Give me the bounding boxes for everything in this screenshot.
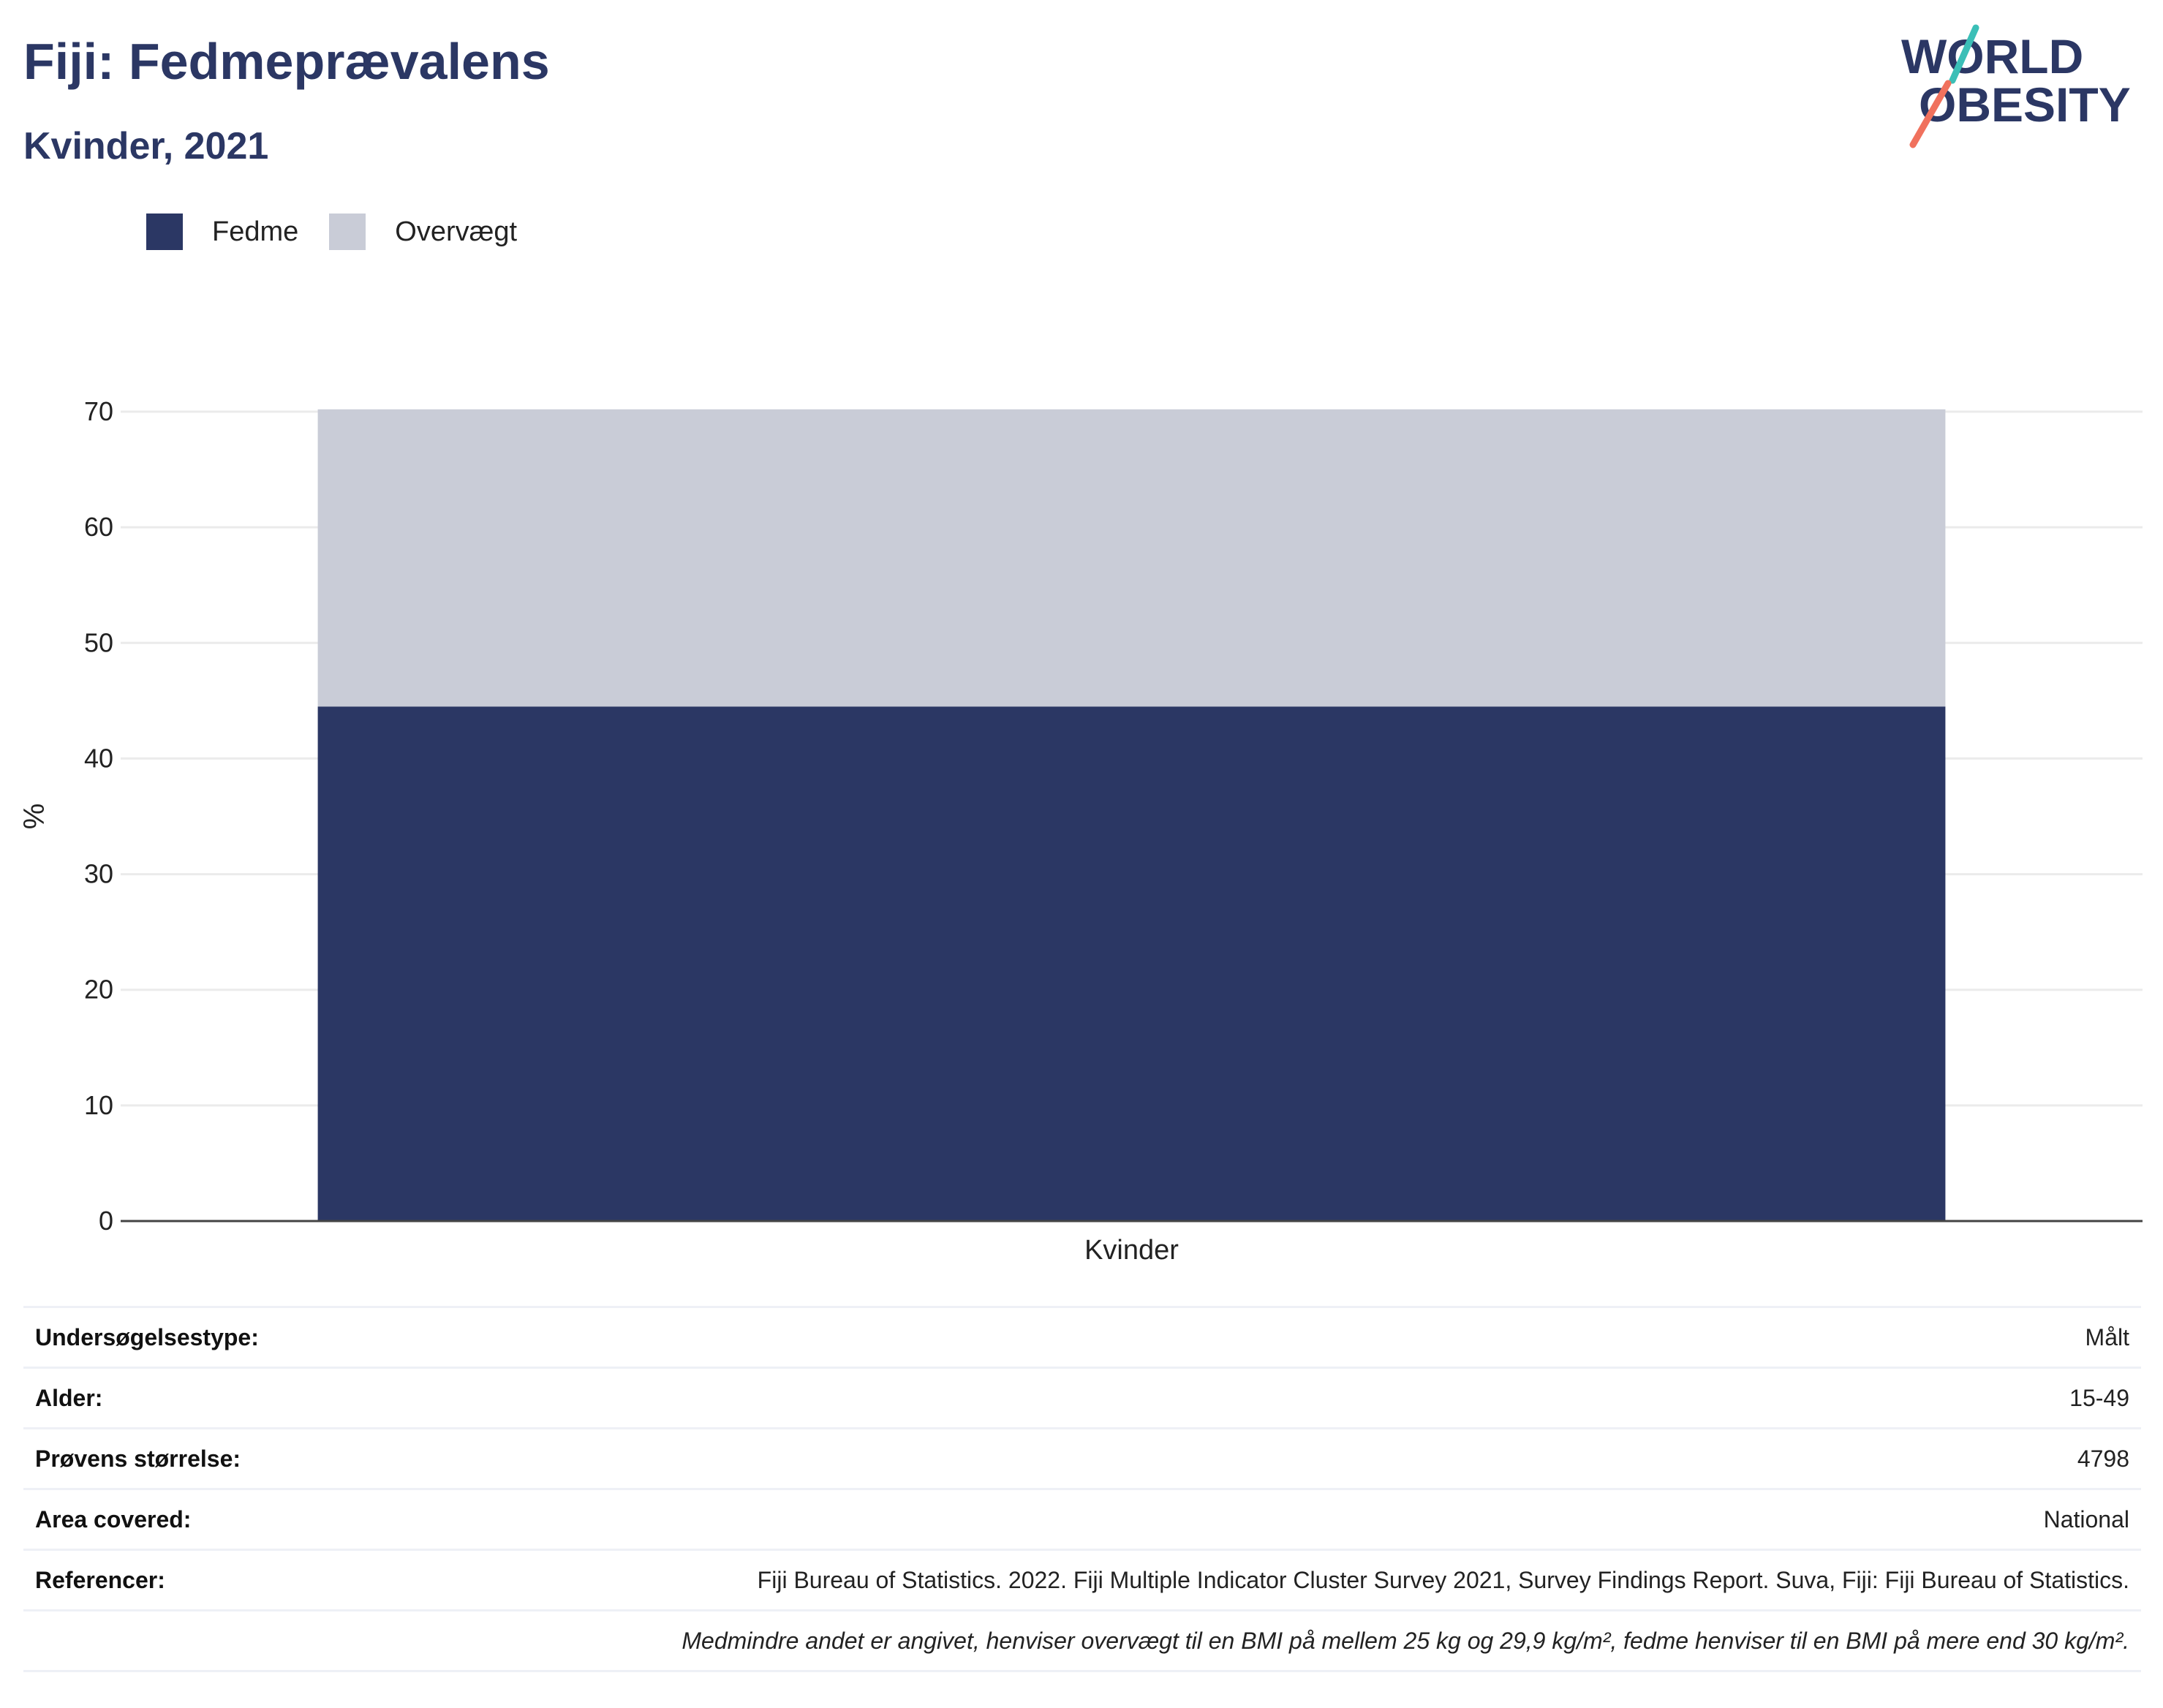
y-axis-label: % <box>18 804 50 830</box>
info-value: National <box>341 1488 2141 1550</box>
bar-chart: 0 10 20 30 40 50 60 70 Kvinder% <box>18 396 2143 1266</box>
chart-subtitle: Kvinder, 2021 <box>23 125 269 167</box>
y-tick-label: 60 <box>84 512 113 542</box>
legend-swatch-overvaegt <box>329 214 366 250</box>
info-row-note: Medmindre andet er angivet, henviser ove… <box>23 1609 2141 1672</box>
info-label: Prøvens størrelse: <box>23 1427 342 1489</box>
info-row-survey-type: Undersøgelsestype: Målt <box>23 1306 2141 1368</box>
legend-item-overvaegt[interactable]: Overvægt <box>329 214 517 250</box>
info-label: Referencer: <box>23 1549 342 1611</box>
bar-fedme <box>317 706 1946 1221</box>
info-label: Alder: <box>23 1367 342 1429</box>
chart-legend: Fedme Overvægt <box>146 214 548 250</box>
y-tick-label: 70 <box>84 396 113 426</box>
info-value: Fiji Bureau of Statistics. 2022. Fiji Mu… <box>341 1549 2141 1611</box>
legend-item-fedme[interactable]: Fedme <box>146 214 298 250</box>
y-tick-label: 0 <box>99 1206 113 1236</box>
footnote: Medmindre andet er angivet, henviser ove… <box>23 1609 2141 1672</box>
logo-word-obesity: OBESITY <box>1919 78 2131 132</box>
info-label: Undersøgelsestype: <box>23 1306 342 1368</box>
y-tick-label: 10 <box>84 1090 113 1120</box>
logo-word-world: WORLD <box>1901 29 2083 83</box>
legend-label-fedme: Fedme <box>212 216 299 247</box>
info-label: Area covered: <box>23 1488 342 1550</box>
info-row-sample-size: Prøvens størrelse: 4798 <box>23 1427 2141 1489</box>
info-value: 4798 <box>341 1427 2141 1489</box>
info-row-references: Referencer: Fiji Bureau of Statistics. 2… <box>23 1549 2141 1611</box>
info-row-area-covered: Area covered: National <box>23 1488 2141 1550</box>
chart-title: Fiji: Fedmeprævalens <box>23 33 550 90</box>
legend-label-overvaegt: Overvægt <box>395 216 518 247</box>
info-row-age: Alder: 15-49 <box>23 1367 2141 1429</box>
info-value: Målt <box>341 1306 2141 1368</box>
info-table: Undersøgelsestype: Målt Alder: 15-49 Prø… <box>23 1306 2141 1672</box>
bar-overvaegt <box>317 409 1946 707</box>
x-tick-label: Kvinder <box>1084 1235 1179 1266</box>
info-value: 15-49 <box>341 1367 2141 1429</box>
logo-coral-stroke <box>1909 80 1952 148</box>
logo-teal-stroke <box>1949 24 1979 84</box>
y-tick-label: 50 <box>84 627 113 657</box>
y-tick-label: 20 <box>84 975 113 1005</box>
y-tick-label: 30 <box>84 859 113 889</box>
legend-swatch-fedme <box>146 214 183 250</box>
y-tick-label: 40 <box>84 743 113 773</box>
world-obesity-logo: WORLD OBESITY <box>1901 24 2131 148</box>
